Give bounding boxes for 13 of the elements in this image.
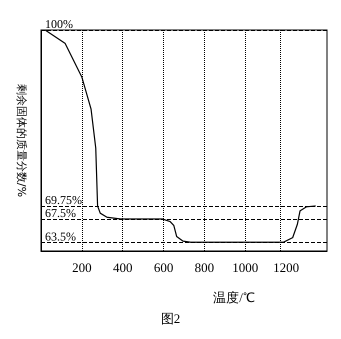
caption: 图2	[160, 311, 180, 326]
x-axis-title: 温度/℃	[213, 290, 255, 305]
x-tick-label: 200	[72, 260, 92, 275]
y-tick-label: 67.5%	[45, 206, 76, 220]
x-tick-label: 600	[154, 260, 174, 275]
y-axis-title: 剩余固体的质量分数/%	[15, 84, 28, 198]
y-tick-label: 69.75%	[45, 192, 82, 207]
x-tick-label: 1200	[273, 260, 300, 275]
y-tick-label: 63.5%	[45, 229, 76, 244]
y-tick-label: 100%	[45, 17, 73, 31]
x-tick-label: 1000	[232, 260, 258, 275]
x-tick-label: 400	[112, 260, 132, 275]
x-tick-label: 800	[194, 260, 214, 275]
